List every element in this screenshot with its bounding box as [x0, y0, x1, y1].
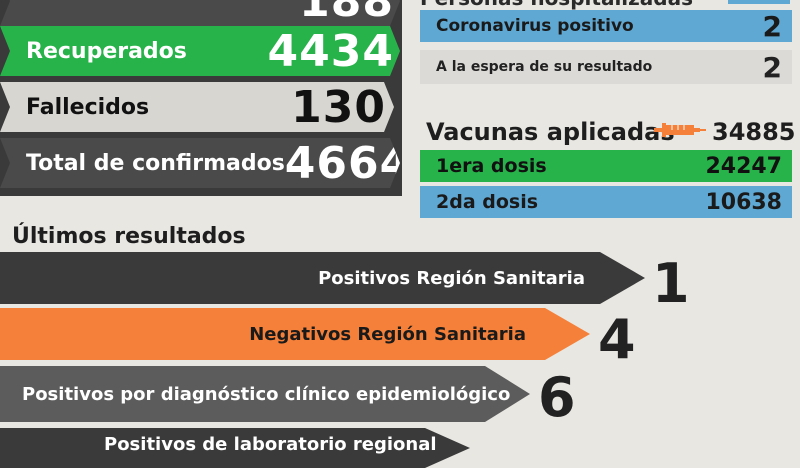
- primera-dosis-value: 24247: [705, 153, 782, 179]
- fallecidos-label: Fallecidos: [26, 94, 150, 120]
- espera-resultado-label: A la espera de su resultado: [436, 59, 653, 75]
- positivos-clinico-value: 6: [538, 366, 576, 429]
- recuperados-row: Recuperados 4434: [0, 26, 400, 76]
- positivos-region-label: Positivos Región Sanitaria: [318, 267, 585, 289]
- top-cut-value: 188: [299, 0, 394, 27]
- vacunas-total-value: 34885: [712, 118, 796, 146]
- negativos-region-label: Negativos Región Sanitaria: [249, 323, 526, 345]
- positivos-laboratorio-label: Positivos de laboratorio regional: [104, 434, 437, 455]
- hospitalizadas-title: Personas hospitalizadas: [420, 0, 693, 10]
- positivos-clinico-label: Positivos por diagnóstico clínico epidem…: [22, 383, 511, 405]
- top-cut-row: 188: [0, 0, 400, 26]
- fallecidos-row: Fallecidos 130: [0, 82, 394, 132]
- segunda-dosis-label: 2da dosis: [436, 191, 539, 213]
- positivos-region-arrow: Positivos Región Sanitaria: [0, 252, 645, 304]
- total-confirmados-value: 4664: [284, 137, 412, 189]
- recuperados-label: Recuperados: [26, 38, 187, 64]
- total-confirmados-row: Total de confirmados 4664: [0, 138, 400, 188]
- positivos-clinico-arrow: Positivos por diagnóstico clínico epidem…: [0, 366, 530, 422]
- coronavirus-positivo-label: Coronavirus positivo: [436, 16, 634, 36]
- negativos-region-value: 4: [598, 308, 636, 371]
- segunda-dosis-bar: 2da dosis 10638: [420, 186, 792, 218]
- coronavirus-positivo-value: 2: [762, 9, 782, 43]
- coronavirus-positivo-bar: Coronavirus positivo 2: [420, 9, 792, 43]
- espera-resultado-value: 2: [762, 50, 782, 84]
- primera-dosis-bar: 1era dosis 24247: [420, 150, 792, 182]
- positivos-laboratorio-arrow: Positivos de laboratorio regional: [0, 428, 470, 468]
- recuperados-value: 4434: [267, 25, 394, 77]
- segunda-dosis-value: 10638: [705, 189, 782, 215]
- espera-resultado-bar: A la espera de su resultado 2: [420, 50, 792, 84]
- primera-dosis-label: 1era dosis: [436, 155, 547, 177]
- ultimos-resultados-title: Últimos resultados: [12, 224, 246, 249]
- syringe-icon: [654, 123, 706, 137]
- vacunas-aplicadas-title: Vacunas aplicadas: [426, 118, 675, 146]
- title-accent-bar: [728, 0, 790, 4]
- total-confirmados-label: Total de confirmados: [26, 150, 285, 176]
- positivos-region-value: 1: [652, 252, 690, 315]
- fallecidos-value: 130: [291, 81, 386, 133]
- negativos-region-arrow: Negativos Región Sanitaria: [0, 308, 590, 360]
